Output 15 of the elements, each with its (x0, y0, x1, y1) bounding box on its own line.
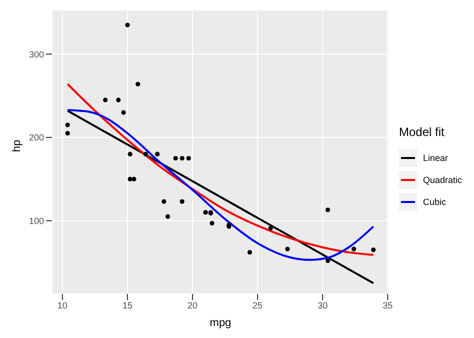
y-tick-label: 200 (28, 132, 44, 143)
x-tick-label: 30 (318, 300, 328, 310)
y-tick-label: 100 (28, 216, 44, 226)
x-tick-label: 20 (188, 300, 198, 310)
x-tick-label: 15 (122, 300, 132, 310)
x-axis-title: mpg (210, 317, 232, 329)
y-axis-title: hp (10, 140, 23, 152)
legend-label: Quadratic (422, 175, 462, 185)
legend-title: Model fit (398, 125, 446, 139)
y-tick-label: 300 (28, 49, 44, 60)
x-tick-label: 25 (252, 300, 263, 310)
legend-label: Cubic (422, 197, 446, 207)
x-tick-label: 10 (57, 300, 68, 310)
x-tick-label: 35 (382, 300, 393, 310)
legend-label: Linear (422, 153, 448, 163)
